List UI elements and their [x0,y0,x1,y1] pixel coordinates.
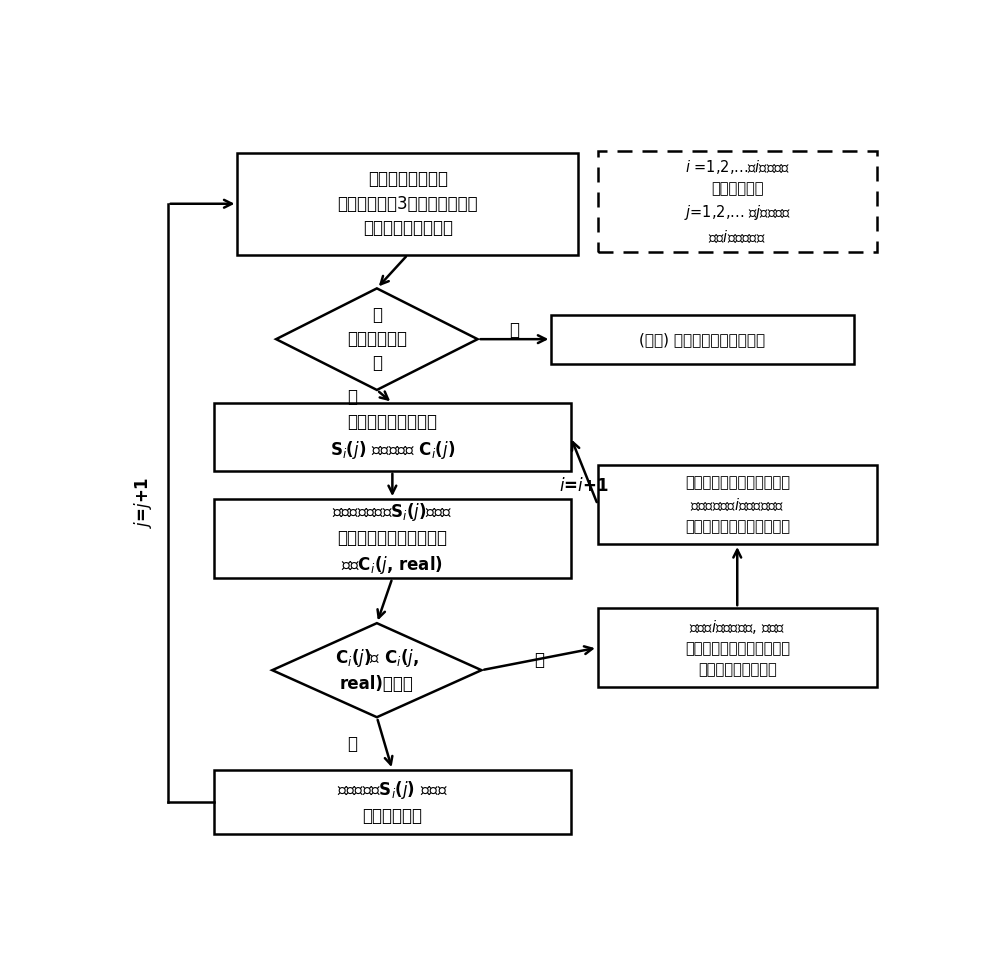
FancyBboxPatch shape [551,315,854,363]
Polygon shape [276,288,478,390]
FancyBboxPatch shape [214,499,571,578]
FancyBboxPatch shape [214,770,571,833]
FancyBboxPatch shape [598,608,877,687]
FancyBboxPatch shape [598,150,877,252]
Polygon shape [272,623,482,717]
Text: 将之前探测器探测到的各个
浓度值减去第$i$个污染物源造
成的相应位置污染物浓度值: 将之前探测器探测到的各个 浓度值减去第$i$个污染物源造 成的相应位置污染物浓度… [685,476,790,533]
Text: 是: 是 [535,652,545,669]
Text: $i$=$i$+1: $i$=$i$+1 [559,477,609,495]
Text: 是: 是 [509,321,519,339]
Text: (终止) 所有污染源已经辨识到: (终止) 所有污染源已经辨识到 [639,331,765,347]
Text: 主导风速、风向；
污染物探测器3个测点的位置和
探测到的污染物浓度: 主导风速、风向； 污染物探测器3个测点的位置和 探测到的污染物浓度 [338,170,478,237]
Text: $j$=$j$+1: $j$=$j$+1 [132,477,154,529]
Text: 逆向辨识污染源位置
S$_i$($j$) 和释放强度 C$_i$($j$): 逆向辨识污染源位置 S$_i$($j$) 和释放强度 C$_i$($j$) [330,413,455,460]
FancyBboxPatch shape [214,404,571,471]
FancyBboxPatch shape [237,153,578,255]
Text: 所
有浓度小于限
值: 所 有浓度小于限 值 [347,306,407,372]
Text: 否: 否 [347,388,357,405]
FancyBboxPatch shape [598,465,877,544]
Text: $i$ =1,2,...第$i$个被辨识
的污染物源；
$j$=1,2,... 第$j$次尝试辨
识第$i$个污染物源: $i$ =1,2,...第$i$个被辨识 的污染物源； $j$=1,2,... … [684,158,791,245]
Text: 找到第$i$个污染物源, 根据其
位置和释放强度模拟计算其
相应的污染物浓度场: 找到第$i$个污染物源, 根据其 位置和释放强度模拟计算其 相应的污染物浓度场 [685,618,790,677]
Text: 将探测器从S$_i$($j$) 出发沿
主导风向移动: 将探测器从S$_i$($j$) 出发沿 主导风向移动 [337,779,448,825]
Text: 否: 否 [347,735,357,752]
Text: C$_i$($j$)与 C$_i$($j$,
real)相近？: C$_i$($j$)与 C$_i$($j$, real)相近？ [335,647,419,694]
Text: 将探测器移动到S$_i$($j$)，探测
相应位置处真实的污染物
浓度C$_i$($j$, real): 将探测器移动到S$_i$($j$)，探测 相应位置处真实的污染物 浓度C$_i$… [332,501,453,576]
